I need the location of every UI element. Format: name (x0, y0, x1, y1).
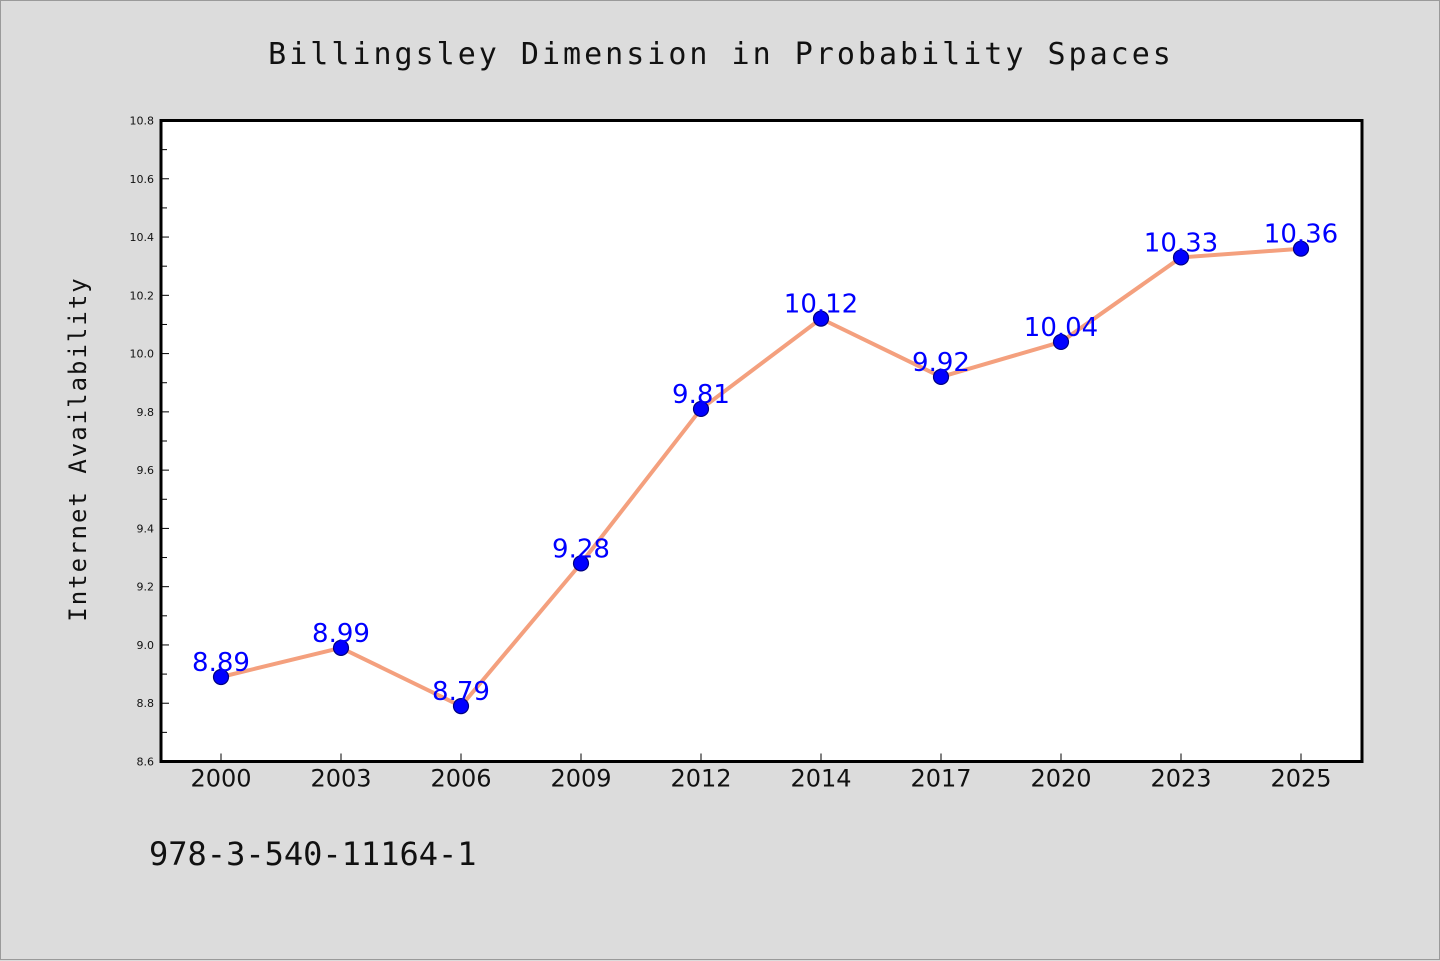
y-tick-label: 10.4 (130, 231, 155, 244)
data-label: 10.04 (1024, 313, 1098, 343)
x-tick-label: 2025 (1270, 765, 1331, 793)
data-point (212, 668, 230, 686)
data-label: 10.12 (784, 290, 858, 320)
series-line (219, 246, 1303, 709)
data-label-layer: 8.89 8.99 8.79 9.28 9.81 10.12 9.92 10.04 10.33 1… (192, 220, 1338, 707)
x-axis: 2000 2003 2006 2009 2012 2014 2017 2020 2023 2025 (190, 753, 1332, 793)
chart-title: Billingsley Dimension in Probability Spa… (268, 37, 1174, 72)
data-point (1172, 249, 1190, 266)
y-tick-label: 9.4 (137, 522, 155, 535)
data-point (572, 555, 590, 572)
x-tick-label: 2017 (910, 765, 971, 793)
y-tick-label: 8.8 (137, 697, 155, 710)
y-tick-label: 9.8 (137, 406, 155, 419)
data-point (1052, 333, 1070, 351)
footer-isbn: 978-3-540-11164-1 (149, 835, 477, 873)
x-tick-label: 2009 (550, 765, 611, 793)
plot-area (161, 120, 1362, 762)
x-tick-label: 2000 (190, 765, 251, 793)
data-point (452, 698, 470, 715)
plot-frame (159, 119, 1364, 763)
y-tick-label: 10.8 (130, 115, 155, 128)
y-tick-label: 10.2 (130, 289, 155, 302)
x-tick-label: 2006 (430, 765, 491, 793)
y-tick-label: 10.0 (130, 348, 155, 361)
x-tick-label: 2020 (1030, 765, 1091, 793)
data-label: 9.28 (552, 534, 610, 564)
data-label: 10.33 (1144, 228, 1218, 258)
data-label: 9.92 (912, 348, 970, 378)
y-axis: 8.6 8.8 9.0 9.2 9.4 9.6 9.8 10.0 10.2 10.4 10.6 10.… (130, 115, 169, 769)
x-tick-label: 2012 (670, 765, 731, 793)
y-tick-label: 9.2 (137, 581, 155, 594)
y-tick-label: 9.0 (137, 639, 155, 652)
x-tick-label: 2023 (1150, 765, 1211, 793)
y-tick-label: 10.6 (130, 173, 155, 186)
x-tick-label: 2014 (790, 765, 851, 793)
data-point (1292, 240, 1310, 257)
data-label: 8.79 (432, 677, 490, 707)
data-point (332, 639, 350, 656)
data-label: 10.36 (1264, 220, 1338, 250)
data-label: 8.89 (192, 648, 250, 678)
x-tick-label: 2003 (310, 765, 371, 793)
data-label: 8.99 (312, 619, 370, 649)
data-point (932, 368, 950, 385)
y-axis-label: Internet Availability (64, 276, 92, 621)
data-label: 9.81 (672, 380, 730, 410)
data-point (812, 310, 830, 327)
y-tick-label: 8.6 (137, 756, 155, 769)
y-tick-label: 9.6 (137, 464, 155, 477)
data-point (692, 400, 710, 418)
series-layer (212, 240, 1310, 715)
